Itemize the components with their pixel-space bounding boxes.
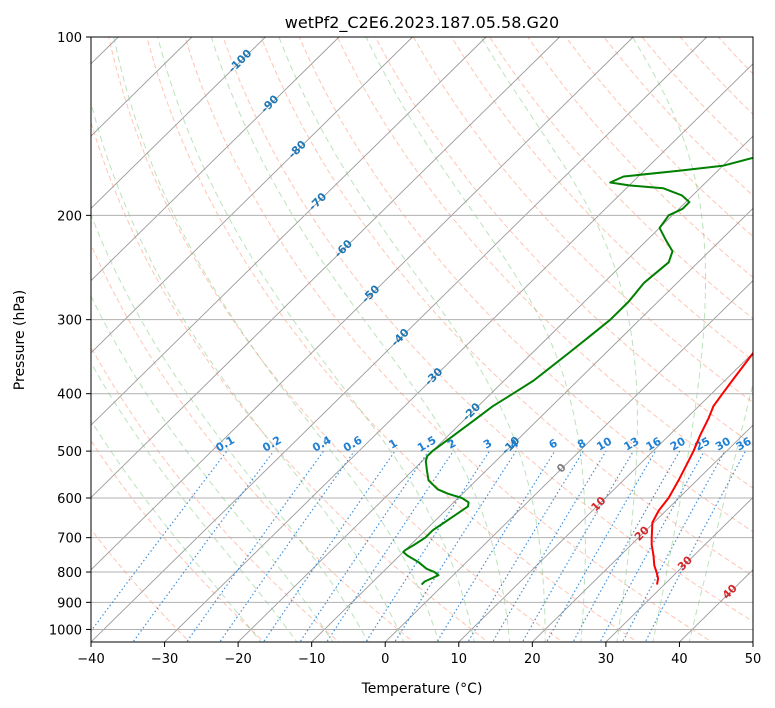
moist-adiabat xyxy=(278,37,546,642)
x-tick-label: −30 xyxy=(151,652,178,667)
isotherm-line xyxy=(458,352,753,642)
chart-title: wetPf2_C2E6.2023.187.05.58.G20 xyxy=(285,13,559,33)
mixing-ratio-line xyxy=(644,450,747,642)
x-tick-label: 10 xyxy=(451,652,468,667)
dewpoint-profile-line xyxy=(402,156,753,586)
dry-adiabat xyxy=(298,37,753,533)
dry-adiabat xyxy=(91,346,340,642)
x-tick-label: 20 xyxy=(524,652,541,667)
x-axis-label: Temperature (°C) xyxy=(361,681,483,697)
dry-adiabat xyxy=(108,37,564,642)
moist-adiabat xyxy=(91,213,369,642)
mixing-ratio-line xyxy=(132,450,275,642)
y-tick-label: 300 xyxy=(57,314,82,329)
mixing-ratio-line xyxy=(492,450,607,642)
isotherm-line xyxy=(384,279,753,642)
dry-adiabat xyxy=(489,37,753,320)
moist-adiabat xyxy=(91,101,405,642)
x-tick-label: −20 xyxy=(224,652,251,667)
moist-adiabat xyxy=(91,419,262,642)
moist-adiabat xyxy=(91,361,298,642)
mixing-ratio-label: 36 xyxy=(734,434,754,453)
isotherm-line xyxy=(532,424,753,642)
mixing-ratio-line xyxy=(436,450,556,642)
mixing-ratio-line xyxy=(262,450,396,642)
mixing-ratio-line xyxy=(219,450,355,642)
y-tick-label: 700 xyxy=(57,532,82,547)
isotherm-line xyxy=(237,135,753,642)
mixing-ratio-line xyxy=(325,450,454,642)
moist-adiabat xyxy=(688,381,753,642)
x-tick-label: 40 xyxy=(671,652,688,667)
y-tick-label: 200 xyxy=(57,209,82,224)
mixing-ratio-line xyxy=(185,450,325,642)
isotherm-line xyxy=(605,496,753,642)
isotherm-line xyxy=(311,207,753,642)
moist-adiabat xyxy=(365,37,586,642)
moist-adiabat xyxy=(210,37,511,642)
dry-adiabat xyxy=(336,37,753,489)
isotherm-line xyxy=(91,37,634,571)
y-tick-label: 800 xyxy=(57,566,82,581)
isotherm-line xyxy=(91,37,413,354)
mixing-ratio-line xyxy=(365,450,490,642)
isotherm-line xyxy=(91,37,266,209)
temperature-profile-line xyxy=(650,351,753,585)
x-tick-label: 50 xyxy=(745,652,762,667)
y-tick-label: 500 xyxy=(57,445,82,460)
x-tick-label: 0 xyxy=(381,652,389,667)
y-axis-label: Pressure (hPa) xyxy=(12,290,28,390)
isotherm-line xyxy=(91,37,560,499)
y-tick-label: 1000 xyxy=(49,623,82,638)
moist-adiabat xyxy=(113,37,440,642)
x-tick-label: −40 xyxy=(77,652,104,667)
moist-adiabat xyxy=(157,37,475,642)
dry-adiabat xyxy=(374,37,753,446)
y-tick-label: 400 xyxy=(57,388,82,403)
moist-adiabat xyxy=(632,37,707,642)
y-tick-label: 100 xyxy=(57,31,82,46)
mixing-ratio-line xyxy=(621,450,726,642)
plot-frame xyxy=(90,36,754,643)
mixing-ratio-line xyxy=(521,450,634,642)
y-tick-label: 900 xyxy=(57,596,82,611)
dry-adiabat xyxy=(222,37,753,623)
dry-adiabat xyxy=(412,37,753,403)
x-tick-label: 30 xyxy=(598,652,615,667)
x-tick-label: −10 xyxy=(298,652,325,667)
dry-adiabat xyxy=(260,37,753,577)
isotherm-line xyxy=(164,63,753,642)
mixing-ratio-line xyxy=(599,450,705,642)
moist-adiabat xyxy=(480,37,638,642)
y-tick-label: 600 xyxy=(57,492,82,507)
isotherm-line xyxy=(91,37,708,642)
mixing-ratio-line xyxy=(299,450,430,642)
isotherm-line xyxy=(91,37,487,426)
mixing-ratio-line xyxy=(393,450,517,642)
isotherm-line xyxy=(91,37,340,282)
moist-adiabat xyxy=(91,295,334,642)
